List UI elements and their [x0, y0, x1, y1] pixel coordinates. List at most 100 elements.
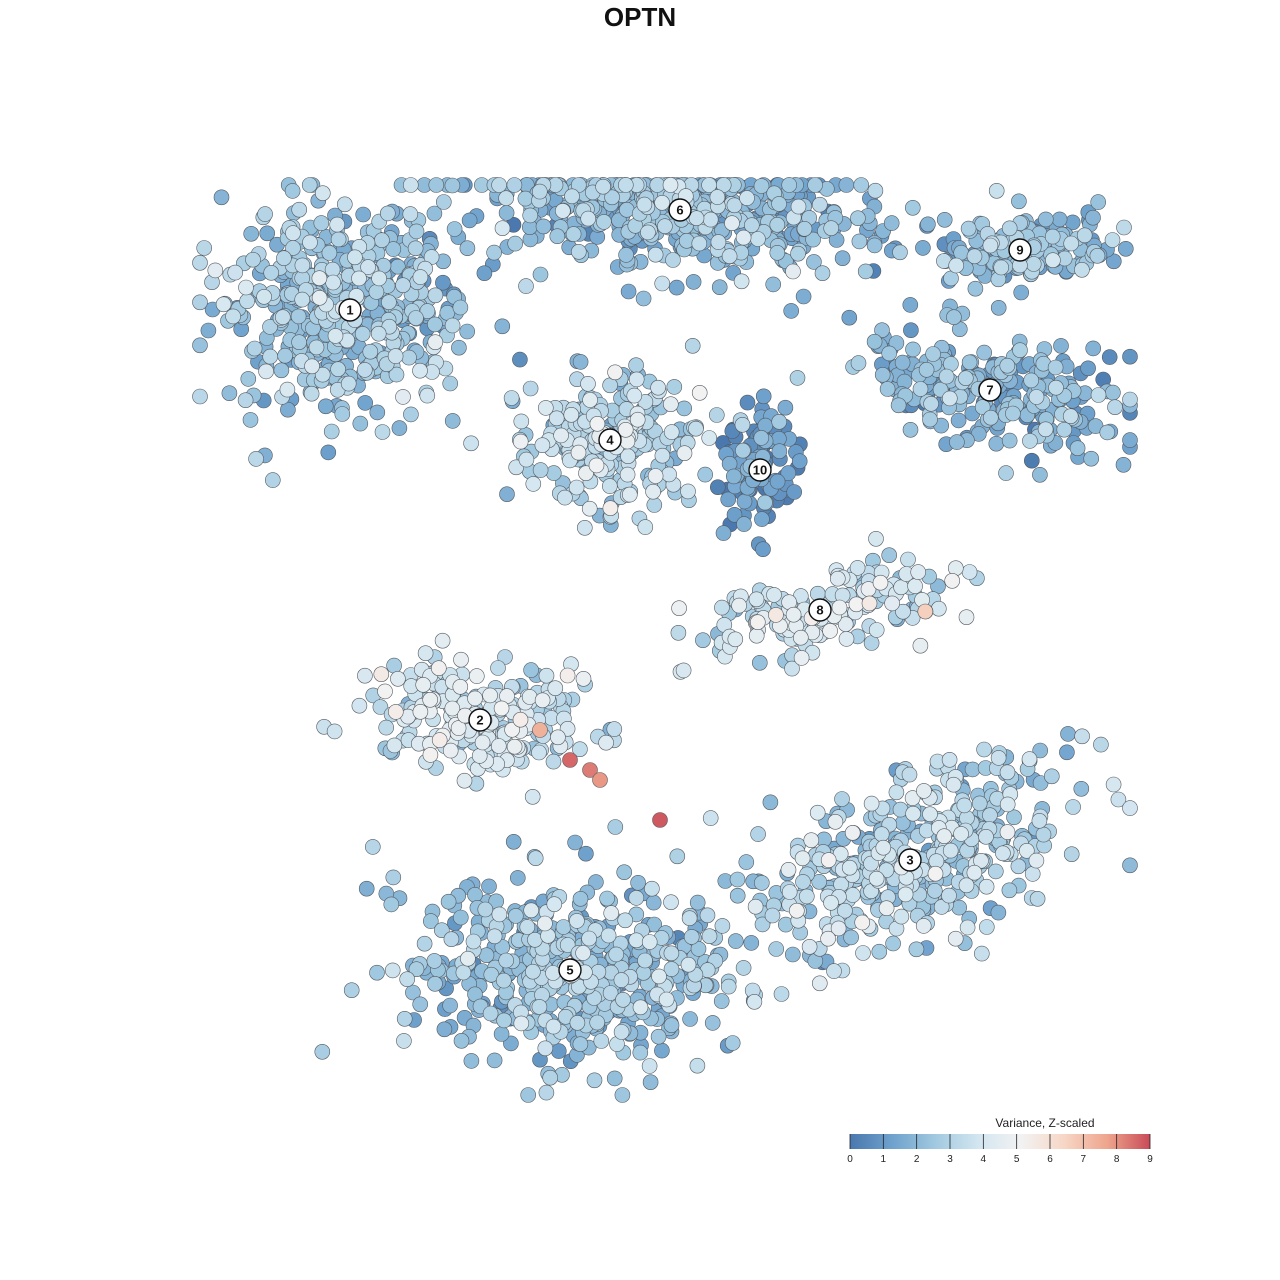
data-point	[936, 212, 953, 228]
cluster-label-1: 1	[338, 298, 362, 322]
data-point	[369, 964, 385, 981]
data-point	[1028, 852, 1045, 869]
data-point	[383, 896, 400, 913]
data-point	[588, 457, 605, 474]
data-point	[956, 797, 973, 814]
data-point	[768, 941, 785, 957]
data-point	[564, 188, 580, 205]
data-point	[575, 945, 591, 961]
data-point	[910, 564, 927, 580]
data-point	[491, 177, 507, 193]
data-point	[884, 595, 900, 612]
data-point	[645, 894, 662, 911]
data-point	[881, 345, 898, 362]
data-point	[459, 240, 476, 256]
data-point	[589, 415, 606, 432]
data-point	[769, 245, 786, 261]
data-point	[575, 670, 592, 687]
data-point	[941, 887, 957, 904]
data-point	[358, 880, 375, 897]
data-point	[688, 210, 705, 226]
data-point	[868, 622, 885, 638]
data-point	[280, 401, 296, 418]
data-point	[378, 719, 395, 736]
data-point	[386, 657, 402, 674]
data-point	[966, 864, 983, 881]
data-point	[743, 217, 760, 233]
data-point	[988, 183, 1005, 199]
data-point	[313, 215, 330, 231]
data-point	[263, 264, 280, 281]
data-point	[388, 366, 405, 383]
data-point	[811, 975, 828, 992]
data-point	[1099, 424, 1116, 441]
data-point	[572, 1036, 589, 1052]
data-point	[615, 991, 631, 1008]
data-point	[796, 221, 813, 237]
data-point	[1019, 842, 1035, 859]
data-point	[512, 433, 529, 450]
data-point	[746, 993, 763, 1010]
data-point	[904, 200, 921, 216]
data-point	[781, 177, 798, 193]
data-point	[588, 874, 604, 890]
data-point	[537, 915, 553, 932]
data-point	[878, 900, 895, 917]
data-point	[340, 375, 357, 392]
data-point	[691, 235, 708, 252]
data-point	[402, 177, 419, 193]
data-point	[371, 270, 387, 287]
data-point	[460, 950, 476, 967]
data-point	[850, 210, 866, 226]
data-point	[284, 183, 301, 199]
data-point	[323, 423, 340, 440]
data-point	[850, 355, 867, 371]
data-point	[755, 388, 772, 405]
data-point	[1045, 252, 1061, 269]
data-point	[793, 650, 810, 666]
data-point	[781, 884, 798, 900]
data-point	[1013, 284, 1030, 301]
data-point	[192, 294, 208, 311]
data-point	[444, 317, 461, 334]
data-point	[417, 645, 434, 662]
data-point	[1085, 209, 1101, 226]
data-point	[1063, 235, 1079, 252]
data-point	[948, 257, 965, 274]
data-point	[897, 886, 914, 903]
data-point	[606, 721, 623, 737]
data-point	[248, 451, 264, 467]
cluster-label-6: 6	[668, 198, 692, 222]
data-point	[739, 190, 755, 206]
data-point	[753, 430, 770, 446]
data-point	[709, 479, 726, 496]
data-point	[482, 1005, 499, 1022]
data-point	[498, 952, 515, 969]
data-point	[663, 1017, 680, 1033]
data-point	[1047, 359, 1064, 376]
data-point	[538, 667, 555, 684]
data-point	[1122, 857, 1138, 874]
data-point	[999, 357, 1016, 374]
data-point	[768, 607, 784, 623]
data-point	[848, 596, 865, 613]
data-point-high	[532, 722, 548, 738]
data-point	[958, 609, 975, 626]
data-point	[628, 357, 644, 374]
data-point	[518, 278, 534, 294]
data-point	[581, 500, 598, 517]
data-point	[553, 427, 569, 444]
data-point	[766, 587, 782, 603]
data-point	[468, 668, 485, 684]
data-point	[452, 299, 469, 316]
data-point	[999, 824, 1016, 840]
data-point	[1074, 261, 1090, 278]
data-point	[936, 828, 953, 845]
data-point	[567, 834, 583, 851]
data-point	[1073, 780, 1090, 797]
data-point	[520, 1087, 537, 1103]
data-point	[379, 205, 396, 222]
data-point	[949, 434, 965, 450]
data-point	[531, 999, 548, 1015]
data-point	[412, 703, 429, 720]
